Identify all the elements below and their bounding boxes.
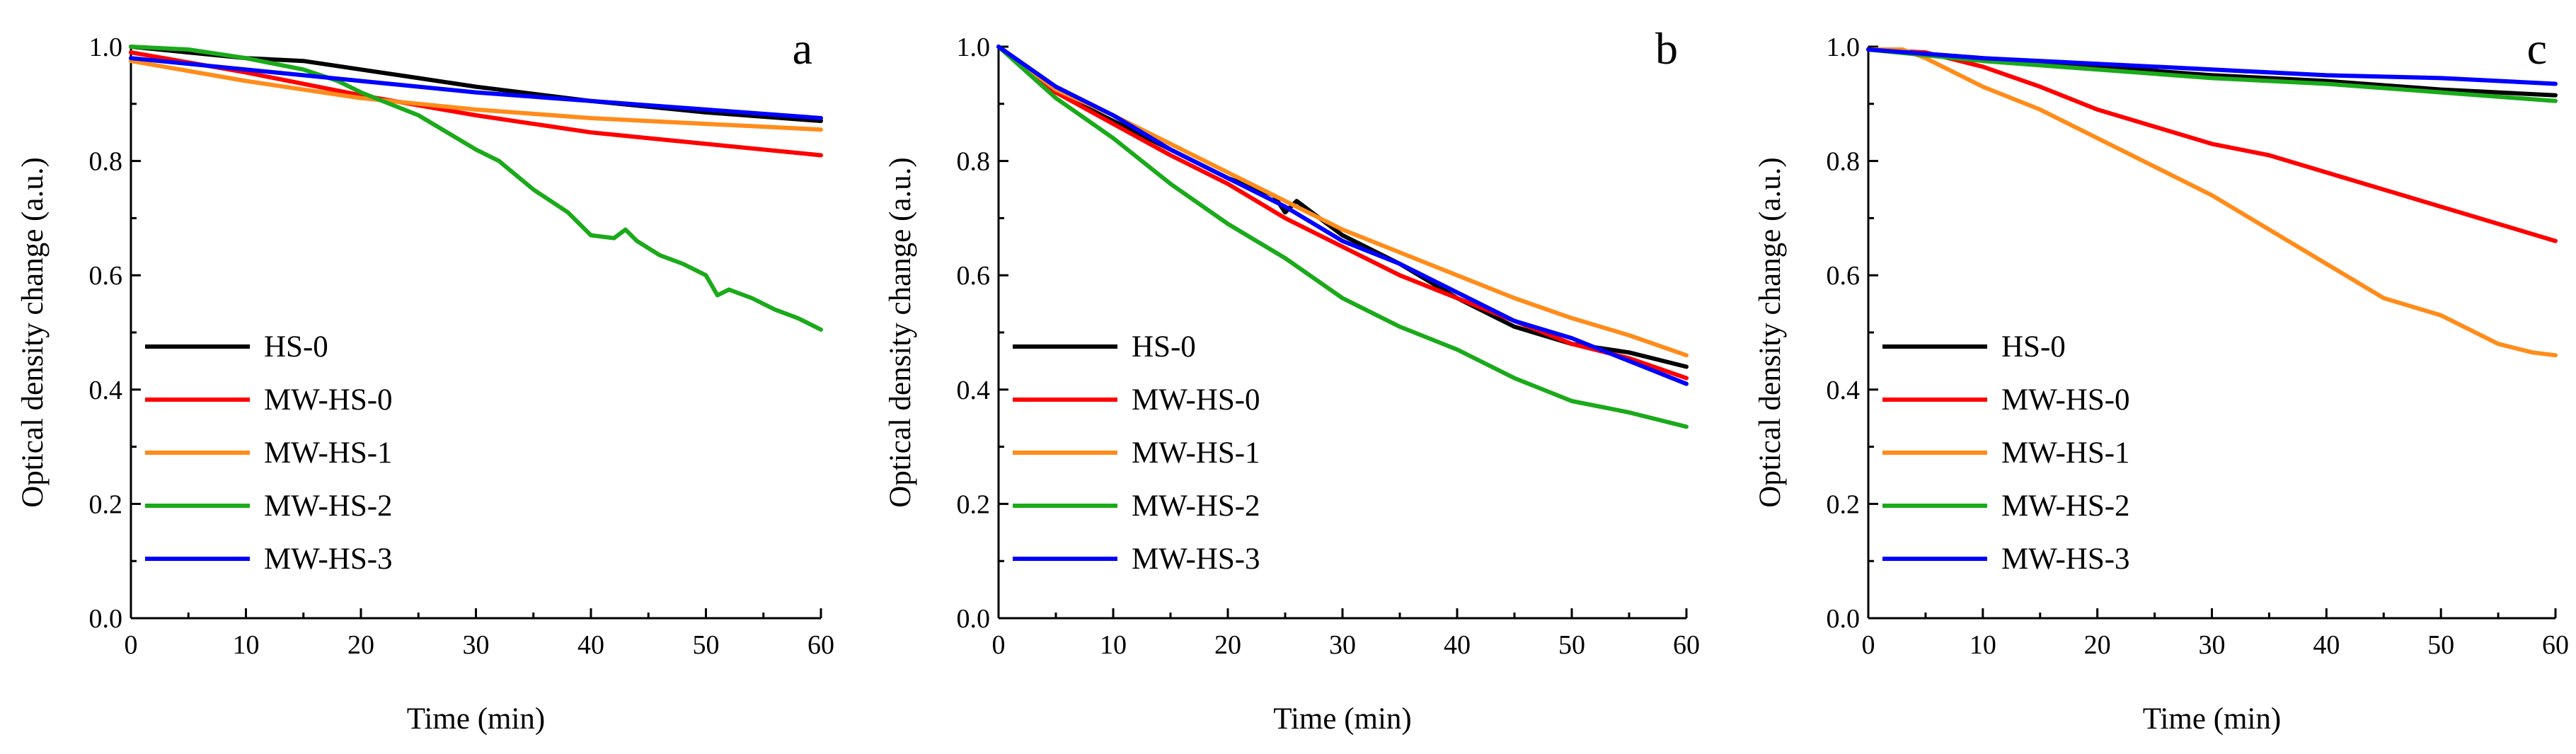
legend-label-mw-hs-3: MW-HS-3 <box>264 543 393 576</box>
series-line-mw-hs-1 <box>996 45 1689 358</box>
chart-panel-a: 0 10 20 30 40 50 60 0.0 0.2 0.4 0.6 0.8 1.0 Time (min… <box>16 23 834 736</box>
legend-label-mw-hs-2: MW-HS-2 <box>264 489 393 523</box>
series-line-mw-hs-2 <box>996 45 1689 429</box>
panel-letter: c <box>2527 23 2547 74</box>
x-tick-label: 30 <box>2199 630 2226 660</box>
x-tick-label: 40 <box>1444 630 1471 660</box>
legend: HS-0 MW-HS-0 MW-HS-1 MW-HS-2 MW-HS-3 <box>145 330 393 576</box>
legend-label-mw-hs-1: MW-HS-1 <box>1132 436 1260 470</box>
series-line-mw-hs-3 <box>1866 47 2558 86</box>
series-line-mw-hs-0 <box>996 45 1689 381</box>
y-tick-label: 0.8 <box>957 147 991 177</box>
x-tick-label: 20 <box>1214 630 1241 660</box>
x-axis-label: Time (min) <box>2143 702 2282 736</box>
y-tick-label: 0.0 <box>89 604 123 634</box>
x-tick-label: 0 <box>1862 630 1875 660</box>
y-tick-label: 0.0 <box>957 604 991 634</box>
x-tick-label: 40 <box>2313 630 2340 660</box>
y-tick-label: 0.4 <box>89 376 123 405</box>
x-tick-label: 10 <box>233 630 260 660</box>
y-tick-label: 0.6 <box>957 261 991 291</box>
x-tick-label: 30 <box>463 630 490 660</box>
x-tick-label: 10 <box>1970 630 1996 660</box>
y-tick-label: 1.0 <box>957 33 991 62</box>
x-tick-label: 20 <box>347 630 374 660</box>
y-tick-label: 0.4 <box>957 376 991 405</box>
chart-panel-c: 0 10 20 30 40 50 60 0.0 0.2 0.4 0.6 0.8 1.0 Time (min… <box>1754 23 2569 736</box>
x-tick-label: 30 <box>1329 630 1356 660</box>
y-axis-label: Optical density change (a.u.) <box>884 157 917 508</box>
y-tick-label: 0.4 <box>1827 376 1861 405</box>
panel-letter: a <box>793 23 812 74</box>
x-tick-label: 50 <box>693 630 720 660</box>
series-line-mw-hs-3 <box>129 56 823 120</box>
legend-label-mw-hs-0: MW-HS-0 <box>1132 383 1260 417</box>
x-tick-label: 40 <box>577 630 604 660</box>
x-tick-label: 60 <box>2542 630 2569 660</box>
y-tick-label: 0.6 <box>1827 261 1861 291</box>
series-line-mw-hs-0 <box>129 50 823 158</box>
legend-label-hs-0: HS-0 <box>2001 330 2066 364</box>
panel-letter: b <box>1655 23 1678 74</box>
x-tick-label: 50 <box>1558 630 1585 660</box>
x-tick-label: 0 <box>125 630 138 660</box>
legend: HS-0 MW-HS-0 MW-HS-1 MW-HS-2 MW-HS-3 <box>1013 330 1260 576</box>
legend-label-mw-hs-3: MW-HS-3 <box>1132 543 1260 576</box>
y-tick-label: 0.0 <box>1827 604 1861 634</box>
y-tick-label: 0.8 <box>89 147 123 177</box>
series-line-mw-hs-0 <box>1866 47 2558 243</box>
series-line-mw-hs-3 <box>996 45 1689 386</box>
legend-label-mw-hs-2: MW-HS-2 <box>2001 489 2130 523</box>
legend-label-mw-hs-1: MW-HS-1 <box>264 436 393 470</box>
legend-label-hs-0: HS-0 <box>1132 330 1196 364</box>
x-axis-label: Time (min) <box>407 702 546 736</box>
x-tick-label: 50 <box>2427 630 2454 660</box>
legend: HS-0 MW-HS-0 MW-HS-1 MW-HS-2 MW-HS-3 <box>1882 330 2130 576</box>
series-line-hs-0 <box>996 45 1689 369</box>
x-tick-label: 60 <box>807 630 834 660</box>
x-tick-label: 20 <box>2084 630 2111 660</box>
x-tick-label: 60 <box>1673 630 1700 660</box>
y-tick-label: 1.0 <box>1827 33 1861 62</box>
y-tick-label: 0.2 <box>1827 489 1861 519</box>
x-tick-label: 0 <box>992 630 1006 660</box>
legend-label-mw-hs-2: MW-HS-2 <box>1132 489 1260 523</box>
chart-panel-b: 0 10 20 30 40 50 60 0.0 0.2 0.4 0.6 0.8 1.0 Time (min… <box>884 23 1700 736</box>
x-axis-label: Time (min) <box>1273 702 1412 736</box>
y-tick-label: 1.0 <box>89 33 123 62</box>
series-line-mw-hs-1 <box>129 59 823 132</box>
y-axis-label: Optical density change (a.u.) <box>16 157 50 508</box>
legend-label-mw-hs-1: MW-HS-1 <box>2001 436 2130 470</box>
series-line-mw-hs-2 <box>1866 47 2558 103</box>
y-tick-label: 0.6 <box>89 261 123 291</box>
legend-label-hs-0: HS-0 <box>264 330 328 364</box>
x-tick-label: 10 <box>1100 630 1127 660</box>
legend-label-mw-hs-3: MW-HS-3 <box>2001 543 2130 576</box>
series-line-mw-hs-2 <box>129 45 823 332</box>
y-tick-label: 0.2 <box>957 489 991 519</box>
y-tick-label: 0.8 <box>1827 147 1861 177</box>
legend-label-mw-hs-0: MW-HS-0 <box>264 383 393 417</box>
legend-label-mw-hs-0: MW-HS-0 <box>2001 383 2130 417</box>
series-line-mw-hs-1 <box>1866 47 2558 358</box>
y-axis-label: Optical density change (a.u.) <box>1754 157 1787 508</box>
y-tick-label: 0.2 <box>89 489 123 519</box>
